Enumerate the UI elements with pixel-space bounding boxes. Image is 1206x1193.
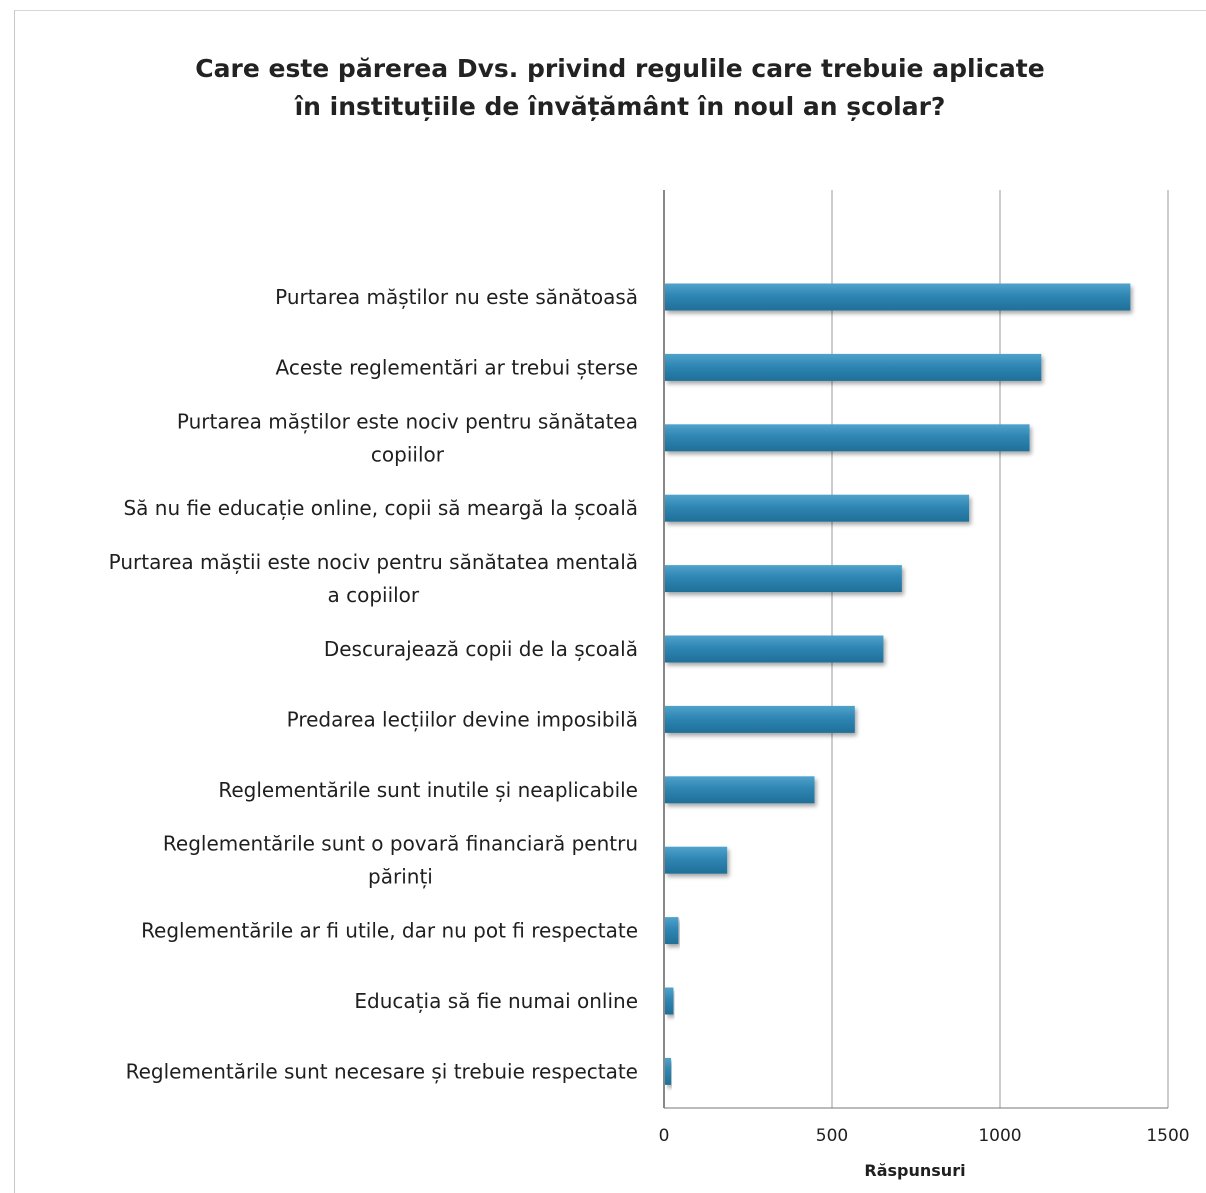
bar (665, 635, 884, 663)
bar (665, 1057, 672, 1085)
category-label: Descurajează copii de la școală (324, 637, 638, 661)
category-label: Aceste reglementări ar trebui șterse (276, 355, 638, 379)
category-label: Purtarea măștilor este nociv pentru sănă… (177, 409, 638, 433)
chart-frame (14, 10, 1206, 1193)
bar (665, 283, 1131, 311)
gridlines (663, 190, 1169, 1109)
chart-title: Care este părerea Dvs. privind regulile … (195, 54, 1045, 121)
bars (665, 283, 1131, 1085)
category-label: Să nu fie educație online, copii să mear… (123, 496, 638, 520)
bar (665, 565, 902, 593)
category-label: Reglementările sunt o povară financiară … (163, 832, 638, 856)
x-tick-label: 0 (659, 1126, 670, 1146)
bar (665, 917, 679, 945)
category-label: copiilor (371, 442, 445, 466)
bar (665, 494, 970, 522)
category-label: Purtarea măștii este nociv pentru sănăta… (109, 550, 638, 574)
x-tick-labels: 0 500 1000 1500 (659, 1126, 1190, 1146)
x-tick-label: 500 (816, 1126, 848, 1146)
bar (665, 353, 1042, 381)
category-labels: Purtarea măștilor nu este sănătoasă Acest… (109, 285, 638, 1083)
category-label: Reglementările sunt inutile și neaplicab… (218, 778, 638, 802)
bar (665, 424, 1030, 452)
x-axis-title: Răspunsuri (864, 1161, 965, 1180)
category-label: părinți (368, 865, 433, 889)
x-tick-label: 1500 (1146, 1126, 1189, 1146)
category-label: Predarea lecțiilor devine imposibilă (287, 707, 638, 731)
category-label: Educația să fie numai online (354, 989, 638, 1013)
bar (665, 705, 855, 733)
bar (665, 846, 728, 874)
category-label: Reglementările ar fi utile, dar nu pot f… (141, 919, 638, 943)
category-label: Reglementările sunt necesare și trebuie … (126, 1059, 638, 1083)
bar (665, 987, 674, 1015)
category-label: a copiilor (327, 583, 419, 607)
x-tick-label: 1000 (978, 1126, 1021, 1146)
category-label: Purtarea măștilor nu este sănătoasă (275, 285, 638, 309)
bar (665, 776, 815, 804)
